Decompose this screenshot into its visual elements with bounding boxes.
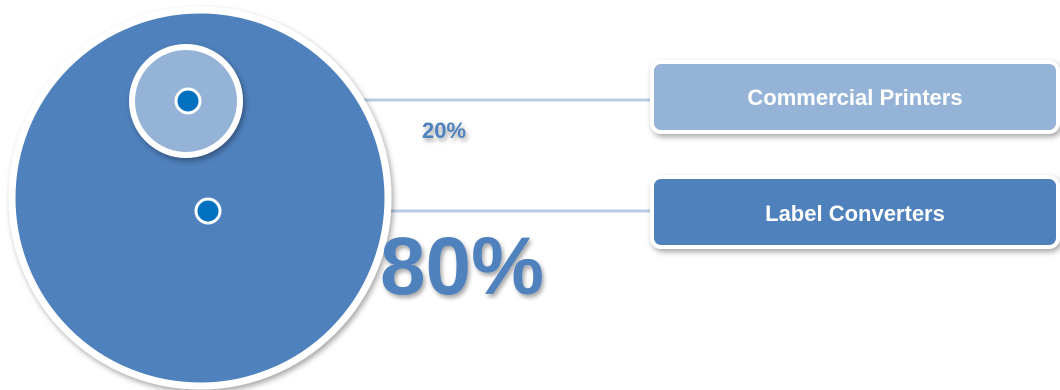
legend-label-label-converters: Label Converters [765, 201, 945, 226]
marker-dot-commercial-printers [174, 87, 202, 115]
legend-item-commercial-printers: Commercial Printers [650, 60, 1060, 134]
legend-label-commercial-printers: Commercial Printers [747, 85, 962, 110]
legend-box-label-converters [650, 175, 1060, 249]
legend-box-commercial-printers [650, 60, 1060, 134]
legend-item-label-converters: Label Converters [650, 175, 1060, 249]
pie-slice-label-converters [8, 6, 392, 390]
marker-dot-label-converters [194, 197, 222, 225]
data-label-commercial-printers: 20% [422, 118, 466, 143]
data-label-label-converters: 80% [380, 221, 544, 312]
